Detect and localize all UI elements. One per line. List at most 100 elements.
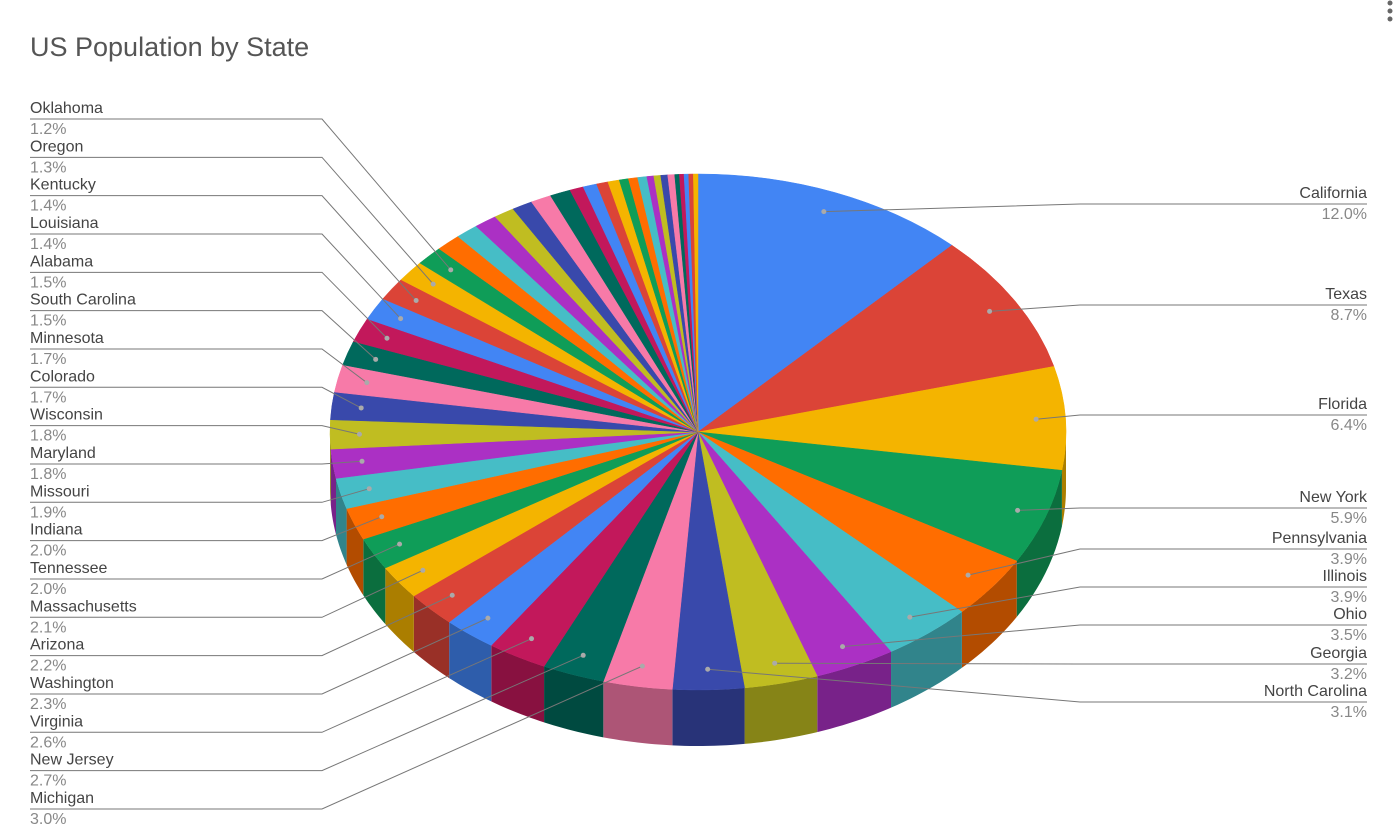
label-name: Louisiana — [30, 215, 99, 232]
label-value: 2.7% — [30, 773, 66, 790]
label-value: 12.0% — [1322, 206, 1367, 223]
leader-dot — [420, 567, 426, 573]
slice — [693, 173, 699, 433]
label-value: 1.5% — [30, 274, 66, 291]
label-name: Indiana — [30, 522, 83, 539]
leader-dot — [449, 592, 455, 598]
leader-line — [1036, 414, 1367, 420]
slice-side — [744, 676, 818, 744]
menu-icon[interactable] — [1387, 0, 1393, 22]
leader-line — [30, 488, 370, 503]
label-name: North Carolina — [1264, 683, 1367, 700]
label-value: 2.2% — [30, 658, 66, 675]
label-name: Oregon — [30, 138, 83, 155]
label-name: Massachusetts — [30, 598, 137, 615]
leader-line — [989, 304, 1367, 312]
label-value: 1.8% — [30, 466, 66, 483]
label-name: Alabama — [30, 253, 93, 270]
leader-line — [30, 386, 362, 409]
label-name: Oklahoma — [30, 100, 103, 117]
label-name: Kentucky — [30, 177, 96, 194]
label-name: Tennessee — [30, 560, 107, 577]
slice-side — [1016, 470, 1062, 617]
leader-line — [30, 594, 453, 657]
slice-side — [385, 568, 414, 652]
menu-dot — [1387, 16, 1393, 22]
label-name: Maryland — [30, 445, 96, 462]
label-value: 2.0% — [30, 543, 66, 560]
label-value: 2.3% — [30, 696, 66, 713]
leader-line — [30, 156, 434, 285]
label-name: Ohio — [1333, 606, 1367, 623]
leader-dot — [397, 541, 403, 547]
leader-dot — [448, 267, 454, 273]
label-name: Michigan — [30, 790, 94, 807]
label-name: California — [1299, 185, 1367, 202]
label-value: 6.4% — [1331, 417, 1367, 434]
leader-line — [30, 271, 388, 339]
leader-dot — [373, 356, 379, 362]
label-name: South Carolina — [30, 292, 136, 309]
leader-line — [30, 665, 643, 810]
leader-line — [1017, 507, 1367, 511]
leader-dot — [413, 298, 419, 304]
chart-title: US Population by State — [30, 32, 309, 62]
slice-side — [961, 561, 1017, 668]
leader-dot — [485, 615, 491, 621]
menu-dot — [1387, 8, 1393, 14]
leader-dot — [359, 458, 365, 464]
label-value: 3.9% — [1331, 551, 1367, 568]
label-value: 1.4% — [30, 236, 66, 253]
leader-line — [30, 118, 452, 271]
slice-side — [330, 432, 331, 506]
label-name: Missouri — [30, 483, 90, 500]
leader-line — [30, 310, 377, 360]
slice-side — [603, 681, 673, 746]
leader-dot — [821, 209, 827, 215]
label-value: 1.8% — [30, 428, 66, 445]
pie-top — [329, 173, 1067, 691]
leader-dot — [384, 335, 390, 341]
slice — [697, 244, 1055, 433]
leader-line — [30, 654, 584, 772]
slice-side — [891, 611, 962, 708]
leader-line — [30, 348, 368, 384]
leader-line — [909, 586, 1367, 618]
pie-sides — [330, 432, 1066, 746]
slice — [697, 366, 1067, 471]
label-value: 1.2% — [30, 121, 66, 138]
label-name: Washington — [30, 675, 114, 692]
label-value: 3.2% — [1331, 666, 1367, 683]
slice-side — [363, 539, 386, 625]
label-value: 3.1% — [1331, 704, 1367, 721]
leader-dot — [529, 636, 535, 642]
leader-line — [30, 638, 532, 733]
leader-line — [30, 543, 400, 580]
label-value: 1.3% — [30, 159, 66, 176]
leader-dot — [965, 572, 971, 578]
leader-dot — [907, 614, 913, 620]
slice-side — [544, 666, 604, 738]
slice-side — [346, 508, 364, 596]
leader-dot — [430, 281, 436, 287]
slice — [697, 431, 1063, 562]
label-value: 1.7% — [30, 351, 66, 368]
label-value: 8.7% — [1331, 307, 1367, 324]
label-name: New York — [1299, 489, 1368, 506]
label-name: Colorado — [30, 368, 95, 385]
label-value: 1.9% — [30, 504, 66, 521]
leader-line — [30, 516, 382, 542]
label-name: Minnesota — [30, 330, 104, 347]
leader-line — [707, 668, 1367, 703]
leader-dot — [398, 316, 404, 322]
slice-side — [1061, 432, 1066, 527]
label-value: 1.4% — [30, 198, 66, 215]
leader-line — [30, 617, 489, 695]
label-value: 3.5% — [1331, 627, 1367, 644]
leader-dot — [366, 486, 372, 492]
label-name: Illinois — [1323, 568, 1367, 585]
leader-line — [30, 425, 360, 435]
leader-line — [774, 662, 1367, 665]
labels: California 12.0% Texas 8.7% Florida 6.4% New Y… — [30, 100, 1368, 828]
